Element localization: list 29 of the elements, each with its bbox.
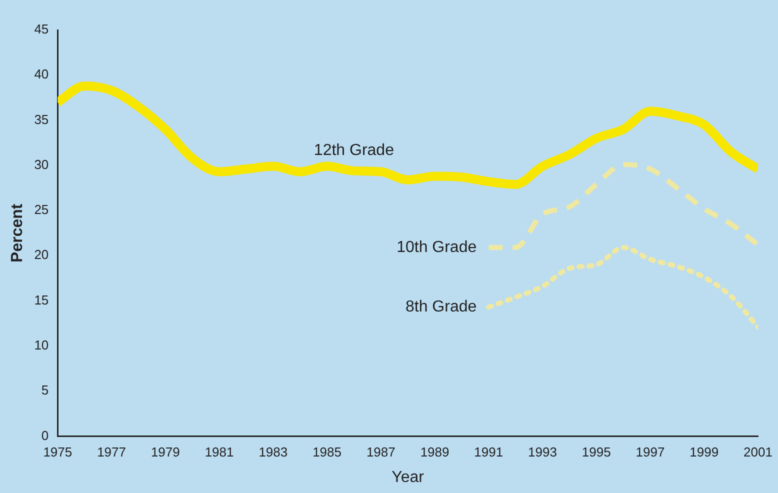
series-label: 10th Grade	[396, 238, 477, 256]
y-tick-label: 35	[34, 112, 49, 127]
y-tick-label: 20	[34, 247, 49, 262]
x-tick-label: 1989	[420, 444, 450, 460]
x-axis-title: Year	[392, 468, 425, 486]
x-tick-label: 1975	[43, 444, 72, 460]
x-tick-label: 1997	[636, 444, 665, 460]
x-tick-label: 1987	[366, 444, 396, 460]
x-tick-label: 1993	[528, 444, 557, 460]
series-label: 12th Grade	[314, 142, 394, 160]
x-tick-label: 1979	[150, 444, 180, 460]
y-tick-label: 5	[41, 382, 49, 398]
y-tick-label: 30	[34, 156, 49, 172]
x-tick-label: 1983	[258, 444, 288, 460]
x-tick-label: 1995	[582, 444, 611, 460]
x-tick-label: 1999	[690, 444, 719, 460]
x-tick-label: 1985	[312, 444, 342, 460]
y-tick-label: 45	[34, 22, 49, 37]
y-tick-label: 40	[34, 66, 49, 82]
x-tick-label: 1977	[97, 444, 126, 460]
x-tick-label: 1981	[204, 444, 234, 460]
y-tick-label: 10	[34, 338, 49, 353]
x-tick-label: 1991	[474, 444, 504, 460]
y-tick-label: 25	[34, 202, 49, 218]
y-tick-label: 0	[41, 428, 49, 443]
x-tick-label: 2001	[744, 444, 772, 460]
y-axis-title: Percent	[9, 203, 26, 262]
series-label: 8th Grade	[405, 298, 477, 316]
y-tick-label: 15	[34, 292, 49, 308]
